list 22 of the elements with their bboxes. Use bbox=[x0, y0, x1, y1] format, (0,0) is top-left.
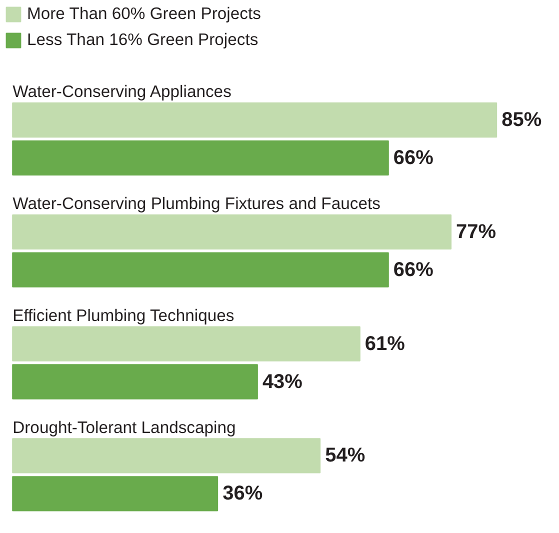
y-tick-label: Water-Conserving Appliances bbox=[12, 82, 232, 102]
bar bbox=[12, 326, 360, 362]
y-tick-label: Efficient Plumbing Techniques bbox=[12, 306, 234, 325]
bar bbox=[12, 438, 321, 474]
bar bbox=[12, 476, 218, 512]
bar bbox=[12, 140, 389, 176]
data-label: 54% bbox=[325, 444, 366, 467]
legend-label: Less Than 16% Green Projects bbox=[27, 30, 258, 50]
data-label: 66% bbox=[393, 146, 434, 169]
bar bbox=[12, 252, 389, 288]
data-label: 43% bbox=[262, 370, 303, 393]
data-label: 36% bbox=[222, 482, 263, 505]
legend-label: More Than 60% Green Projects bbox=[27, 4, 261, 24]
bar bbox=[12, 102, 498, 138]
data-label: 66% bbox=[393, 258, 434, 281]
data-label: 85% bbox=[502, 109, 542, 131]
y-tick-label: Drought-Tolerant Landscaping bbox=[12, 418, 236, 437]
data-label: 77% bbox=[456, 220, 496, 243]
bar bbox=[12, 214, 452, 250]
y-tick-label: Water-Conserving Plumbing Fixtures and Faucets bbox=[12, 194, 380, 213]
data-label: 61% bbox=[364, 332, 406, 355]
bar bbox=[12, 364, 258, 400]
